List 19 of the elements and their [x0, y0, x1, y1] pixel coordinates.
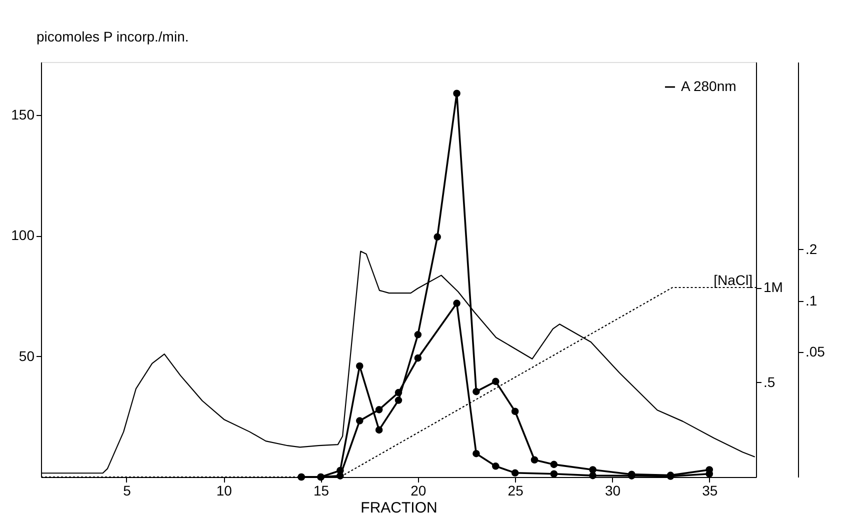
y-tick-label: 50: [18, 348, 35, 364]
y3-tick-label: .1: [806, 292, 818, 308]
x-tick-label: 30: [604, 482, 621, 498]
y3-tick-label: .2: [806, 240, 818, 257]
x-tick-label: 10: [216, 482, 232, 498]
y-tick-label: 100: [11, 227, 35, 244]
y2-axis-title: [NaCl]: [714, 272, 752, 288]
y2-tick-label: 1M: [764, 279, 783, 295]
y3-tick-label: .05: [806, 344, 826, 360]
x-tick-label: 5: [123, 482, 132, 498]
y-axis-title: picomoles P incorp./min.: [36, 28, 189, 44]
y-tick-label: 150: [11, 106, 35, 123]
legend-label: A 280nm: [681, 78, 736, 94]
x-tick-label: 20: [410, 482, 426, 498]
x-tick-label: 25: [508, 482, 524, 498]
x-tick-label: 35: [702, 482, 718, 498]
x-tick-label: 15: [313, 482, 330, 498]
y2-tick-label: .5: [764, 374, 776, 390]
x-axis-title: FRACTION: [360, 500, 438, 513]
